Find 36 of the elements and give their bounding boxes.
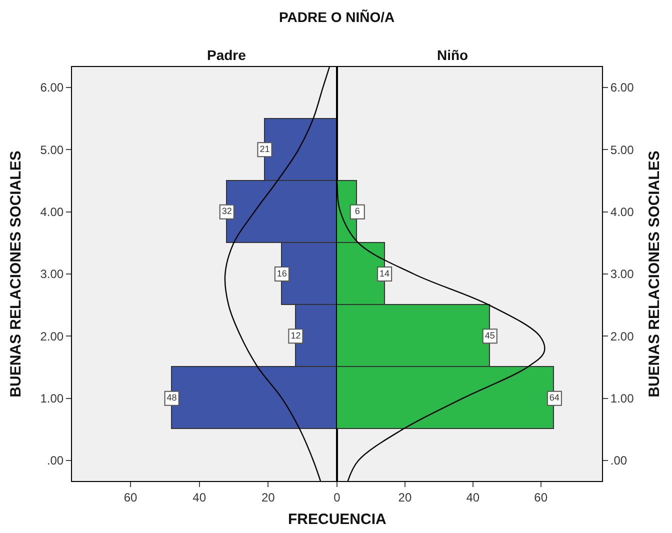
y-tick-label: 6.00 [40, 80, 64, 95]
x-tick-label: 20 [398, 490, 412, 504]
x-tick-label: 60 [534, 490, 548, 504]
data-label: 21 [260, 144, 270, 154]
data-label: 6 [354, 206, 360, 216]
data-label: 16 [276, 268, 287, 278]
y-tick-label: 2.00 [610, 329, 634, 344]
x-tick-label: 40 [466, 490, 480, 504]
y-tick-label: 6.00 [610, 80, 634, 95]
y-tick-label: 5.00 [40, 142, 64, 157]
x-tick-label: 40 [192, 490, 206, 504]
y-tick-label: 5.00 [610, 142, 634, 157]
data-label: 64 [549, 392, 560, 403]
y-tick-label: 4.00 [610, 205, 634, 220]
x-tick-label: 0 [334, 490, 341, 504]
y-tick-label: 1.00 [610, 392, 634, 406]
y-tick-label: .00 [610, 454, 628, 468]
y-tick-label: 3.00 [610, 267, 634, 282]
x-axis-title: FRECUENCIA [288, 511, 386, 528]
chart-subtitle: Padre [207, 47, 246, 63]
y-tick-label: 2.00 [40, 329, 64, 344]
y-tick-label: 4.00 [40, 205, 64, 220]
chart-title: PADRE O NIÑO/A [279, 9, 395, 25]
x-tick-label: 60 [124, 490, 138, 504]
y-axis-title: BUENAS RELACIONES SOCIALES [7, 150, 24, 398]
data-label: 12 [290, 330, 301, 340]
data-label: 14 [380, 268, 390, 278]
data-label: 32 [222, 206, 232, 216]
data-label: 45 [484, 330, 495, 340]
y-tick-label: 3.00 [40, 267, 64, 282]
chart-subtitle: Niño [437, 47, 468, 63]
y-tick-label: .00 [46, 454, 64, 468]
data-label: 48 [166, 392, 177, 403]
y-tick-label: 1.00 [40, 392, 64, 406]
y-axis-title: BUENAS RELACIONES SOCIALES [646, 150, 664, 398]
x-tick-label: 20 [261, 490, 276, 504]
